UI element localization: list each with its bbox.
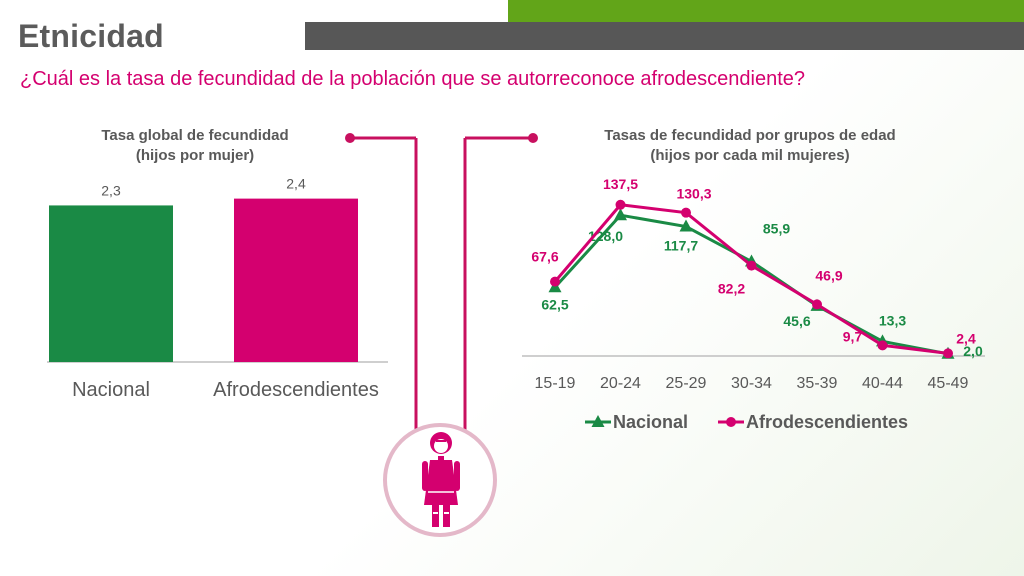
bar-category-label: Afrodescendientes xyxy=(213,379,379,401)
data-label-afrodescendientes: 2,4 xyxy=(956,330,976,346)
bar-chart-title-line2: (hijos por mujer) xyxy=(135,147,255,164)
legend-marker-nacional xyxy=(591,415,605,427)
line-chart-title: Tasas de fecundidad por grupos de edad (… xyxy=(520,126,980,166)
data-label-afrodescendientes: 9,7 xyxy=(843,328,863,344)
point-marker-afrodescendientes xyxy=(812,299,822,310)
x-tick-label: 25-29 xyxy=(666,375,707,392)
connector-right-dot xyxy=(528,133,538,143)
point-marker-nacional xyxy=(679,219,693,232)
bar-value-label: 2,3 xyxy=(101,182,121,198)
bar-chart: 2,3 Nacional 2,4 Afrodescendientes xyxy=(47,176,388,401)
point-marker-afrodescendientes xyxy=(550,276,560,287)
woman-figure-icon xyxy=(383,423,497,537)
bar-chart-title-line1: Tasa global de fecundidad xyxy=(101,127,289,144)
data-label-nacional: 85,9 xyxy=(763,221,790,237)
data-label-afrodescendientes: 46,9 xyxy=(815,267,842,283)
x-tick-label: 30-34 xyxy=(731,375,772,392)
x-tick-label: 45-49 xyxy=(928,375,969,392)
data-label-nacional: 45,6 xyxy=(783,313,810,329)
connector-lines xyxy=(345,133,538,430)
data-label-nacional: 117,7 xyxy=(664,238,698,254)
legend-marker-afrodescendientes xyxy=(726,417,736,427)
bar-nacional xyxy=(49,205,173,362)
data-label-nacional: 62,5 xyxy=(541,296,568,312)
data-label-nacional: 2,0 xyxy=(963,343,983,359)
data-label-afrodescendientes: 137,5 xyxy=(603,176,638,192)
data-label-afrodescendientes: 67,6 xyxy=(531,249,558,265)
point-marker-afrodescendientes xyxy=(681,207,691,218)
point-marker-afrodescendientes xyxy=(877,340,888,351)
legend-label-afrodescendientes: Afrodescendientes xyxy=(746,412,908,432)
bar-value-label: 2,4 xyxy=(286,176,306,192)
x-tick-label: 15-19 xyxy=(535,375,576,392)
bar-afrodescendientes xyxy=(234,198,358,362)
point-marker-afrodescendientes xyxy=(943,348,953,359)
x-tick-label: 40-44 xyxy=(862,375,903,392)
point-marker-afrodescendientes xyxy=(615,199,626,210)
line-chart: 15-19 20-24 25-29 30-34 35-39 40-44 45-49 62,5 1… xyxy=(522,176,985,432)
bar-category-label: Nacional xyxy=(72,379,150,401)
connector-left-dot xyxy=(345,133,355,143)
data-label-nacional: 13,3 xyxy=(879,312,906,328)
header-accent-gray-bar xyxy=(305,22,1024,50)
x-tick-label: 20-24 xyxy=(600,375,641,392)
line-chart-title-line1: Tasas de fecundidad por grupos de edad xyxy=(604,127,896,144)
data-label-afrodescendientes: 130,3 xyxy=(676,186,711,202)
point-marker-nacional xyxy=(614,208,627,221)
x-tick-label: 35-39 xyxy=(797,375,838,392)
data-label-afrodescendientes: 82,2 xyxy=(718,281,745,297)
series-line-afrodescendientes xyxy=(553,203,949,355)
page-title: Etnicidad xyxy=(18,18,164,54)
question-text: ¿Cuál es la tasa de fecundidad de la pob… xyxy=(20,68,805,90)
legend-label-nacional: Nacional xyxy=(613,412,688,432)
line-chart-title-line2: (hijos por cada mil mujeres) xyxy=(650,147,850,164)
header-accent-green-bar xyxy=(508,0,1024,22)
point-marker-afrodescendientes xyxy=(746,260,757,271)
bar-chart-title: Tasa global de fecundidad (hijos por muj… xyxy=(60,126,330,166)
